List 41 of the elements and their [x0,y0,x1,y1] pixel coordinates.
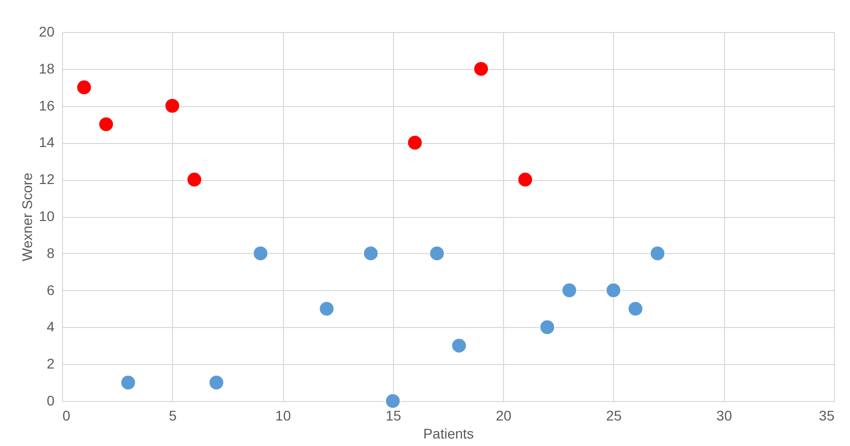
point [208,374,224,390]
x-tick-label: 35 [818,408,835,424]
point [650,246,666,262]
point [517,172,534,188]
point [429,246,445,262]
point [451,338,467,354]
point [252,246,268,262]
y-tick-label: 18 [38,60,55,76]
point [362,246,379,262]
point [76,79,92,96]
point [98,116,114,132]
point [473,61,489,77]
y-tick-label: 12 [38,171,55,188]
point [120,374,136,390]
point [164,98,180,114]
y-tick-label: 2 [46,356,55,372]
point [318,300,335,317]
y-tick-label: 14 [38,134,55,150]
point [407,134,423,151]
point [628,300,644,317]
y-tick-label: 20 [38,24,55,40]
point [561,282,578,298]
y-tick-label: 4 [46,318,55,335]
y-tick-label: 16 [38,97,55,114]
x-tick-label: 20 [496,408,512,424]
x-tick-label: 25 [606,408,622,424]
y-tick-label: 8 [46,244,55,261]
x-axis-title: Patients [423,426,474,442]
y-tick-label: 0 [46,392,55,408]
x-tick-label: 0 [62,408,70,424]
point [186,172,202,188]
point [384,393,401,409]
x-tick-label: 5 [168,408,177,424]
y-tick-label: 6 [46,282,55,298]
y-tick-label: 10 [38,208,55,224]
y-axis-title: Wexner Score [18,172,35,262]
point [606,282,622,298]
x-tick-label: 10 [275,408,292,424]
point [539,319,556,336]
x-tick-label: 15 [386,408,402,424]
x-tick-label: 30 [716,408,732,424]
